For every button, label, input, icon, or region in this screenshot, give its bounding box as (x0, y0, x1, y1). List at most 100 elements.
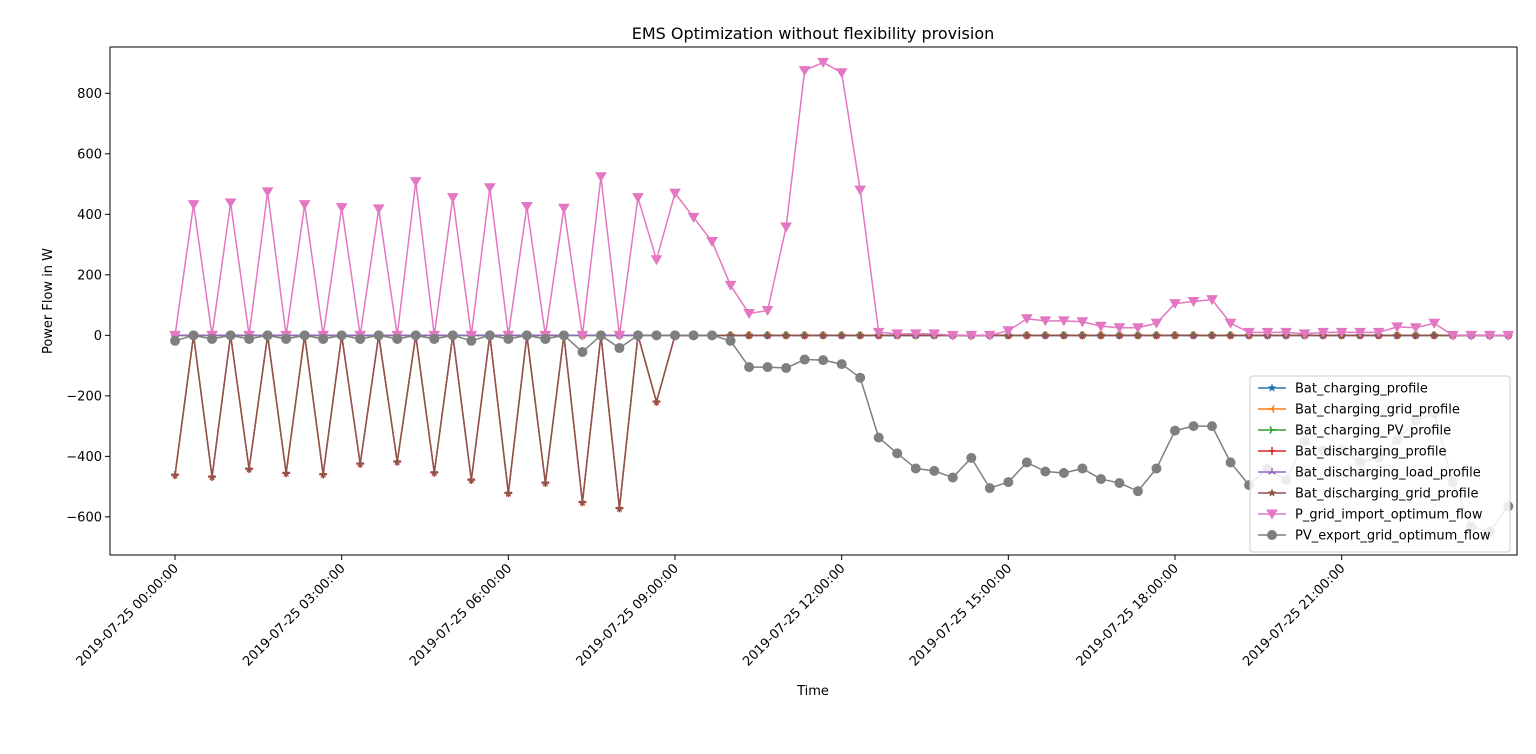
data-point (1392, 330, 1402, 340)
data-point (872, 327, 885, 338)
data-point (595, 172, 607, 183)
data-point (744, 330, 754, 340)
y-tick-label: −600 (66, 510, 102, 525)
legend-item: Bat_discharging_profile (1258, 445, 1447, 460)
data-point (966, 452, 977, 463)
data-point (465, 330, 478, 341)
data-point (1113, 323, 1126, 334)
x-axis-label: Time (796, 684, 829, 699)
x-tick-label: 2019-07-25 06:00:00 (407, 561, 515, 669)
data-point (817, 57, 830, 68)
data-point (207, 472, 217, 481)
y-axis: −600 −400 −200 0 200 400 600 800 (66, 87, 110, 525)
data-point (1411, 330, 1421, 340)
data-point (372, 204, 385, 215)
data-point (687, 212, 700, 223)
data-point (446, 193, 459, 204)
data-point (707, 330, 718, 341)
data-point (540, 478, 550, 487)
data-point (1150, 318, 1163, 329)
data-point (632, 193, 644, 204)
data-point (170, 335, 181, 346)
data-point (947, 472, 958, 483)
data-point (1040, 330, 1050, 340)
data-point (983, 330, 996, 341)
data-point (1039, 316, 1052, 327)
data-point (855, 330, 865, 340)
data-point (670, 330, 681, 341)
data-point (651, 330, 662, 341)
legend-marker (1268, 447, 1276, 455)
data-point (1354, 327, 1367, 338)
data-point (484, 330, 495, 341)
data-point (1226, 330, 1236, 340)
data-point (429, 333, 440, 344)
data-point (392, 457, 402, 466)
y-tick-label: 0 (94, 329, 102, 344)
data-point (520, 201, 533, 212)
y-tick-label: 400 (77, 208, 102, 223)
data-point (650, 255, 663, 266)
legend-label: Bat_charging_grid_profile (1295, 403, 1460, 418)
data-point (1021, 457, 1032, 468)
data-point (503, 333, 514, 344)
data-point (540, 333, 551, 344)
data-point (946, 330, 959, 341)
data-point (1280, 327, 1292, 338)
data-point (429, 467, 439, 477)
data-point (837, 330, 847, 340)
data-point (1298, 329, 1311, 340)
data-point (892, 448, 903, 459)
y-tick-label: 600 (77, 147, 102, 162)
data-point (1058, 316, 1070, 327)
legend-marker (1266, 509, 1278, 520)
data-point (1243, 327, 1255, 338)
data-point (1261, 327, 1274, 338)
data-point (595, 330, 606, 341)
legend-label: Bat_charging_profile (1295, 382, 1428, 397)
data-point (577, 497, 587, 507)
data-point (577, 346, 588, 357)
data-point (1483, 330, 1496, 341)
data-point (410, 330, 421, 341)
data-point (1020, 314, 1033, 325)
data-point (576, 330, 589, 341)
data-point (835, 68, 848, 79)
data-point (1151, 463, 1162, 474)
series-P_grid_import_optimum_flow (169, 57, 1515, 341)
data-point (1188, 421, 1199, 432)
data-point (244, 333, 255, 344)
data-point (1335, 327, 1348, 338)
data-point (318, 333, 329, 344)
data-point (724, 280, 737, 291)
data-point (706, 237, 718, 248)
legend-label: Bat_discharging_profile (1295, 445, 1447, 460)
data-point (984, 483, 995, 494)
data-point (1391, 322, 1404, 333)
legend-label: Bat_discharging_load_profile (1295, 466, 1481, 481)
data-point (818, 355, 829, 366)
data-point (1132, 323, 1144, 334)
chart-title: EMS Optimization without flexibility pro… (632, 24, 995, 43)
data-point (169, 330, 181, 341)
data-point (1096, 330, 1106, 340)
data-point (762, 362, 773, 373)
legend-item: Bat_discharging_grid_profile (1258, 487, 1478, 502)
data-point (798, 66, 811, 77)
data-point (929, 465, 940, 476)
legend-marker (1267, 383, 1277, 392)
data-point (262, 330, 273, 341)
data-point (373, 330, 384, 341)
legend-marker (1268, 405, 1275, 413)
legend-marker (1268, 468, 1276, 475)
data-point (1317, 327, 1330, 338)
data-point (688, 330, 699, 341)
series-line-P_grid_import_optimum_flow (174, 61, 1509, 337)
data-point (1169, 425, 1180, 436)
data-point (910, 463, 921, 474)
data-point (170, 470, 180, 479)
data-point (744, 362, 755, 373)
data-point (1003, 477, 1014, 488)
data-point (818, 330, 828, 340)
data-point (725, 335, 736, 346)
